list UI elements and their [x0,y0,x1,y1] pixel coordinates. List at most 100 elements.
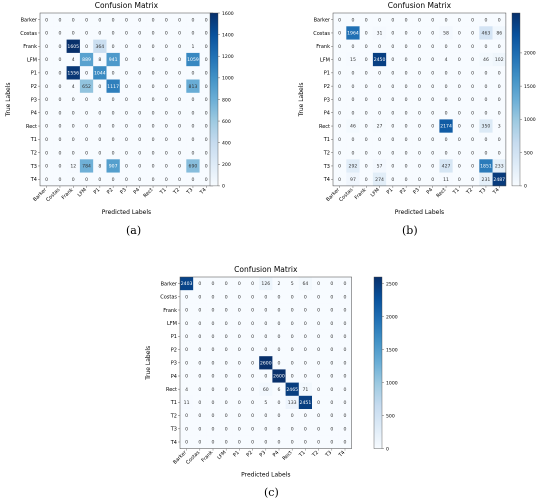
cell-value: 0 [291,334,294,340]
cell-value: 0 [471,150,474,156]
cell-value: 8 [98,57,101,63]
cell-value: 0 [344,360,347,366]
cell-value: 0 [251,413,254,419]
heatmap-cell [159,159,174,173]
cell-value: 0 [85,44,88,50]
cell-value: 0 [212,294,215,300]
heatmap-cell [272,343,286,357]
heatmap-cell [186,52,200,67]
cell-value: 0 [317,321,320,327]
cell-value: 0 [205,44,208,50]
heatmap-cell [412,13,427,27]
heatmap-cell [492,119,507,133]
heatmap-cell [452,106,467,120]
cell-value: 0 [238,387,241,393]
heatmap-cell [53,52,67,67]
heatmap-cell [285,316,299,330]
cell-value: 0 [112,124,115,130]
cell-value: 0 [431,164,434,170]
heatmap-cell [259,395,273,410]
cell-value: 0 [98,31,101,37]
heatmap-cell [186,66,200,80]
cell-value: 0 [178,150,181,156]
cell-value: 0 [58,110,61,116]
heatmap-cell [359,119,374,133]
heatmap-cell [173,159,187,173]
cell-value: 0 [251,426,254,432]
cell-value: 0 [198,413,201,419]
heatmap-cell [492,52,507,67]
cell-value: 0 [185,321,188,327]
heatmap-cell [193,422,207,436]
cell-value: 0 [344,374,347,380]
heatmap-cell [399,39,413,54]
heatmap-cell [206,303,220,317]
heatmap-cell [439,172,453,187]
heatmap-cell [272,303,286,317]
cell-value: 0 [152,17,155,23]
heatmap-cell [285,356,299,370]
heatmap-cell [93,52,107,67]
cell-value: 0 [278,426,281,432]
cell-value: 0 [138,124,141,130]
cell-value: 0 [178,110,181,116]
cell-value: 0 [338,17,341,23]
cell-value: 0 [191,70,194,76]
heatmap-cell [325,435,339,449]
heatmap-cell [186,26,200,40]
heatmap-cell [159,146,174,160]
heatmap-cell [312,382,326,396]
cell-value: 0 [251,360,254,366]
heatmap-cell [386,146,400,160]
heatmap-cell [338,329,352,344]
heatmap-cell [119,92,134,107]
colorbar-tick-label: 0 [524,184,527,190]
heatmap-cell [119,106,134,120]
colorbar-tick-label: 0 [386,446,389,452]
cell-value: 0 [458,44,461,50]
x-tick-label: LFM [77,187,88,198]
cell-value: 0 [278,347,281,353]
cell-value: 0 [72,150,75,156]
cell-value: 0 [378,17,381,23]
x-tick-label: Costas [45,187,61,203]
heatmap-cell [93,159,107,173]
heatmap-cell [119,79,134,93]
cell-value: 0 [391,164,394,170]
heatmap-cell [146,132,160,147]
cell-value: 0 [238,374,241,380]
cell-value: 0 [317,387,320,393]
heatmap-cell [66,92,81,107]
cell-value: 0 [405,97,408,103]
heatmap-cell [492,26,507,40]
heatmap-cell [359,26,374,40]
cell-value: 0 [484,84,487,90]
cell-value: 0 [251,374,254,380]
heatmap-cell [338,316,352,330]
cell-value: 2403 [181,281,193,287]
heatmap-cell [492,66,507,80]
heatmap-cell [232,435,247,449]
heatmap-cell [219,303,233,317]
cell-value: 0 [365,124,368,130]
cell-value: 71 [302,387,308,393]
heatmap-cell [232,369,247,383]
heatmap-cell [180,356,194,370]
cell-value: 0 [445,84,448,90]
cell-value: 0 [185,426,188,432]
heatmap-cell [146,26,160,40]
heatmap-cell [399,106,413,120]
cell-value: 0 [198,294,201,300]
cell-value: 0 [471,31,474,37]
heatmap-cell [173,79,187,93]
heatmap-cell [232,409,247,423]
cell-value: 0 [498,110,501,116]
cell-value: 0 [365,44,368,50]
heatmap-cell [173,146,187,160]
heatmap-cell [452,92,467,107]
heatmap-cell [372,52,387,67]
heatmap-cell [372,92,387,107]
cell-value: 0 [458,84,461,90]
heatmap-cell [146,39,160,54]
